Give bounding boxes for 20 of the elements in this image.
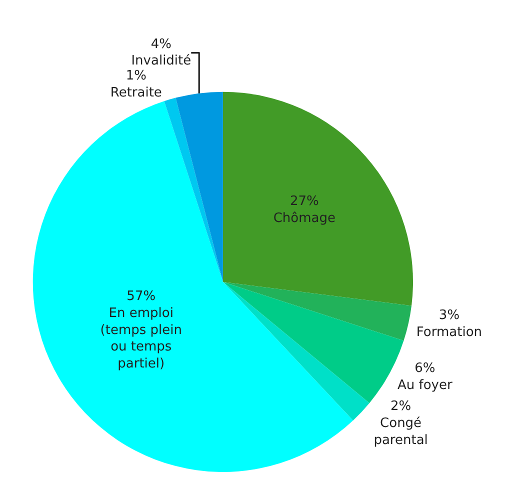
slice-label: Invalidité [131, 54, 192, 69]
pie-slice [222, 92, 414, 306]
pie-slice [164, 98, 223, 282]
slice-label: Retraite [110, 86, 162, 101]
data-label: 27% [290, 194, 319, 210]
data-label: 3% [438, 308, 460, 324]
slice-label: En emploi (temps plein ou temps partiel) [100, 306, 182, 372]
data-label: 6% [414, 361, 436, 376]
slice-label: Chômage [273, 211, 336, 226]
pie-slice [176, 92, 223, 282]
pie-slice [32, 101, 354, 472]
pie-slice [222, 282, 370, 420]
slice-label: Congé parental [374, 416, 428, 448]
slice-label: Formation [416, 325, 482, 340]
slice-label: Au foyer [397, 378, 453, 394]
data-label: 57% [126, 289, 156, 304]
data-label: 1% [126, 68, 146, 84]
pie-slice [222, 282, 412, 341]
data-label: 4% [150, 36, 172, 52]
data-label: 2% [390, 399, 412, 414]
